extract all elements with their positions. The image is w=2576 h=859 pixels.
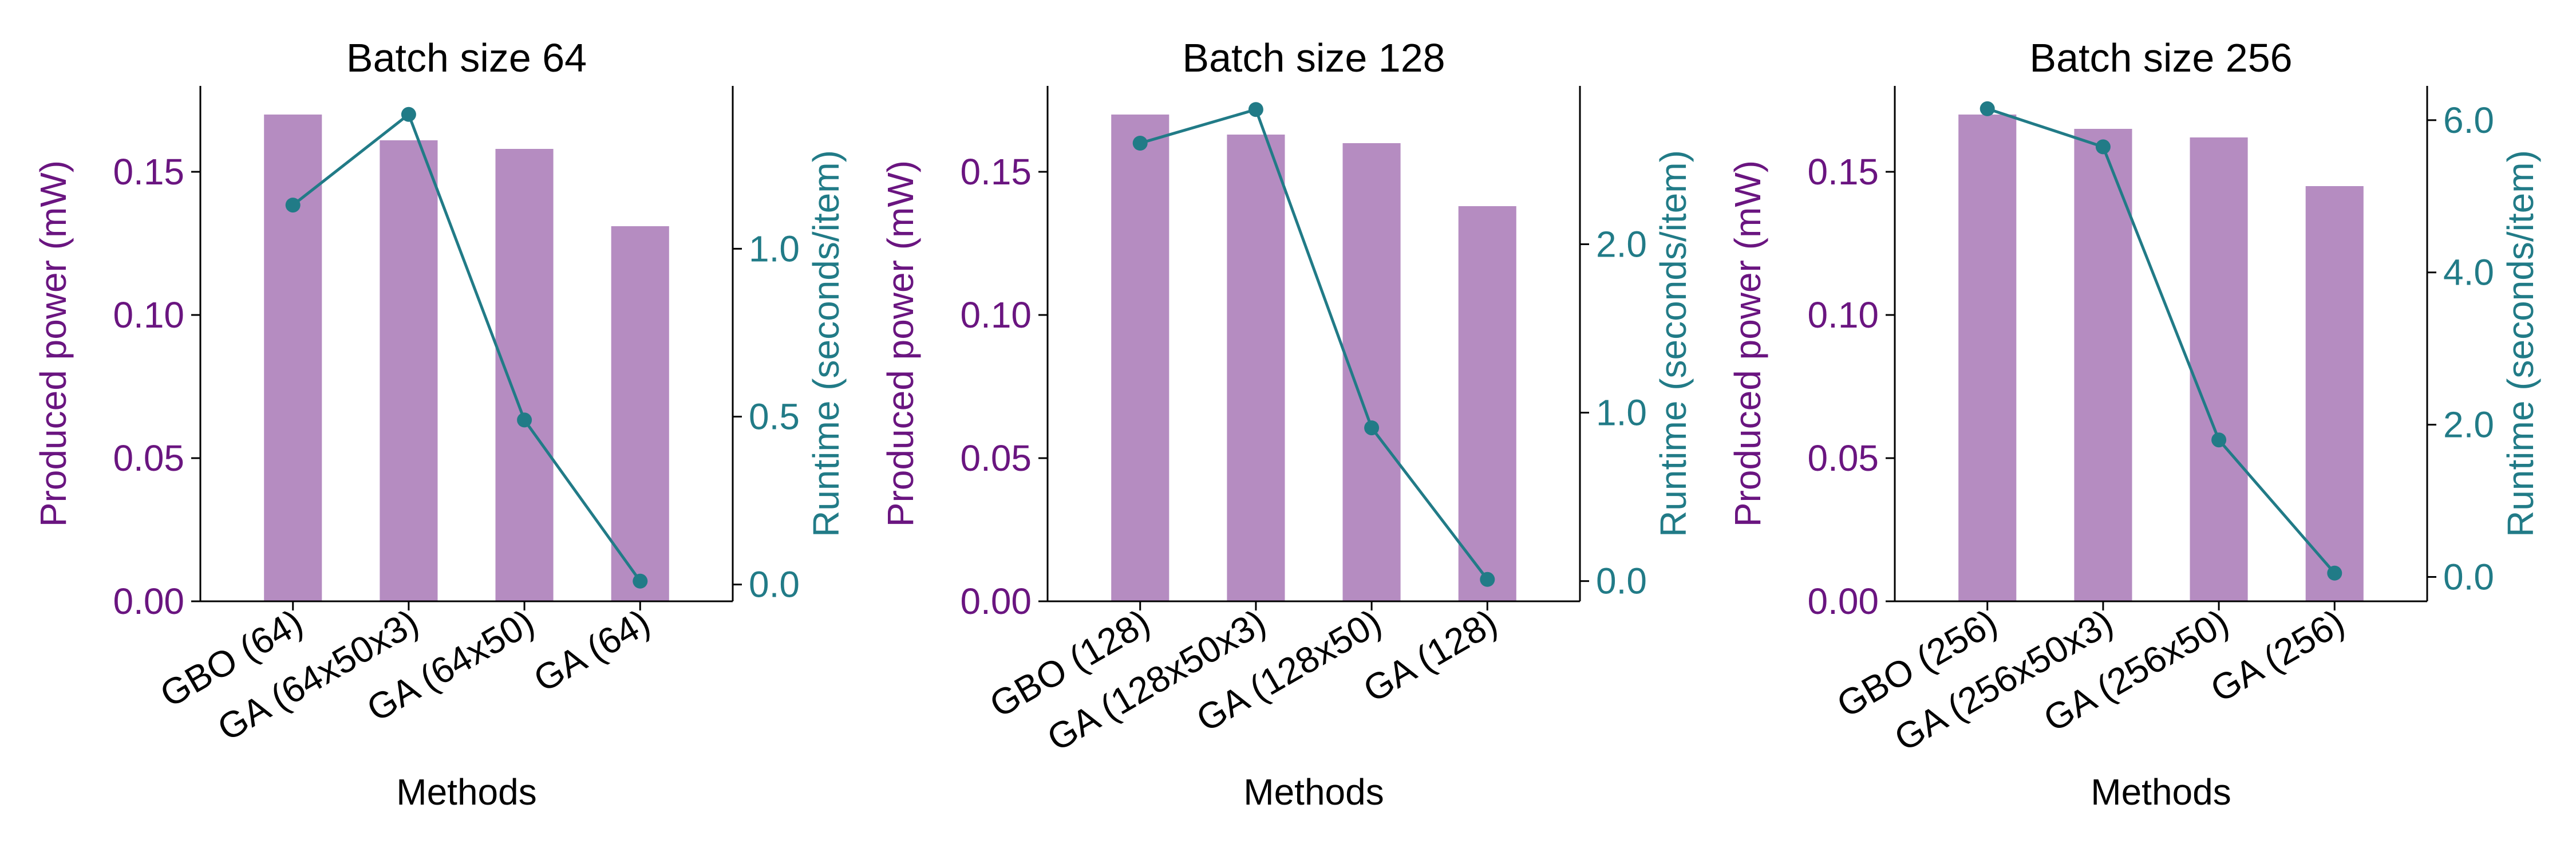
left-tick-label: 0.00 — [1807, 581, 1879, 622]
right-tick-label: 1.0 — [1596, 392, 1647, 434]
runtime-point-1 — [1980, 101, 1995, 116]
chart-title: Batch size 256 — [2029, 36, 2292, 80]
bar-2 — [380, 140, 438, 601]
runtime-point-3 — [1364, 420, 1380, 436]
right-y-axis-title: Runtime (seconds/item) — [805, 150, 847, 537]
x-axis-label: Methods — [1243, 771, 1384, 813]
left-tick-label: 0.15 — [1807, 151, 1879, 192]
left-tick-label: 0.10 — [113, 294, 184, 336]
right-y-axis-title: Runtime (seconds/item) — [1653, 150, 1694, 537]
runtime-line — [292, 112, 642, 582]
left-tick-label: 0.10 — [1807, 294, 1879, 336]
runtime-point-3 — [2211, 432, 2227, 448]
right-tick-label: 2.0 — [1596, 223, 1647, 265]
right-tick-label: 6.0 — [2443, 100, 2494, 141]
bar-3 — [2190, 137, 2248, 601]
x-tick-label: GA (64) — [527, 601, 657, 700]
runtime-line — [1986, 107, 2336, 574]
runtime-point-4 — [1480, 572, 1495, 587]
left-tick-label: 0.00 — [960, 581, 1032, 622]
left-y-axis-title: Produced power (mW) — [33, 160, 74, 527]
left-y-axis-title: Produced power (mW) — [880, 160, 921, 527]
right-y-axis-title: Runtime (seconds/item) — [2500, 150, 2541, 537]
x-axis-label: Methods — [2091, 771, 2231, 813]
left-tick-label: 0.15 — [960, 151, 1032, 192]
bar-1 — [1958, 115, 2017, 601]
runtime-point-3 — [517, 412, 532, 428]
runtime-point-2 — [401, 107, 416, 122]
right-tick-label: 0.0 — [2443, 556, 2494, 597]
runtime-point-2 — [1248, 102, 1263, 117]
chart-title: Batch size 128 — [1182, 36, 1445, 80]
bar-4 — [611, 226, 669, 601]
left-tick-label: 0.15 — [113, 151, 184, 192]
runtime-point-1 — [1132, 136, 1148, 151]
left-tick-label: 0.00 — [113, 581, 184, 622]
left-y-axis-title: Produced power (mW) — [1727, 160, 1768, 527]
left-tick-label: 0.05 — [960, 438, 1032, 479]
bar-4 — [2305, 186, 2364, 601]
bar-4 — [1458, 206, 1516, 601]
right-tick-label: 2.0 — [2443, 404, 2494, 446]
x-tick-label: GA (256) — [2203, 601, 2351, 710]
runtime-line — [1140, 108, 1489, 581]
x-axis-label: Methods — [396, 771, 536, 813]
left-tick-label: 0.05 — [113, 438, 184, 479]
right-tick-label: 1.0 — [749, 228, 800, 269]
runtime-point-4 — [633, 573, 648, 589]
runtime-point-4 — [2327, 565, 2342, 581]
bar-2 — [1227, 135, 1285, 601]
bar-2 — [2074, 129, 2132, 601]
bar-1 — [1111, 115, 1170, 601]
bar-1 — [264, 115, 322, 601]
left-tick-label: 0.05 — [1807, 438, 1879, 479]
right-tick-label: 0.5 — [749, 396, 800, 438]
right-tick-label: 0.0 — [1596, 561, 1647, 602]
runtime-point-2 — [2095, 139, 2111, 155]
right-tick-label: 4.0 — [2443, 252, 2494, 293]
left-tick-label: 0.10 — [960, 294, 1032, 336]
runtime-point-1 — [285, 198, 301, 213]
x-tick-label: GA (128) — [1356, 601, 1504, 710]
bar-3 — [495, 149, 554, 601]
right-tick-label: 0.0 — [749, 564, 800, 605]
chart-title: Batch size 64 — [346, 36, 587, 80]
